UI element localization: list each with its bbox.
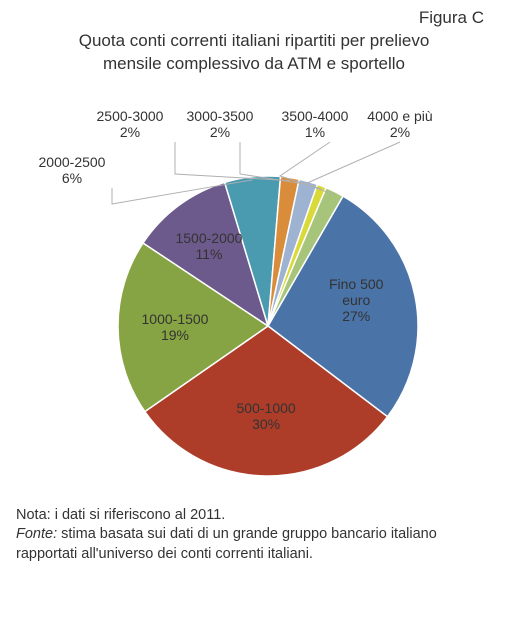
slice-label: 4000 e più2% <box>360 108 440 140</box>
source-text: stima basata sui dati di un grande grupp… <box>16 526 437 562</box>
slice-label: 1000-150019% <box>135 311 215 343</box>
chart-title: Quota conti correnti italiani ripartiti … <box>0 28 508 76</box>
slice-label: 500-100030% <box>226 400 306 432</box>
note-text: i dati si riferiscono al 2011. <box>55 507 226 523</box>
slice-label: 3500-40001% <box>275 108 355 140</box>
chart-title-line2: mensile complessivo da ATM e sportello <box>103 54 405 73</box>
footnote: Nota: i dati si riferiscono al 2011. Fon… <box>0 506 508 565</box>
slice-label: Fino 500euro27% <box>316 276 396 324</box>
pie-chart: Fino 500euro27% 500-100030% 1000-150019% 15… <box>0 76 508 506</box>
slice-label: 1500-200011% <box>169 230 249 262</box>
source-prefix: Fonte: <box>16 526 61 542</box>
slice-label: 2500-30002% <box>90 108 170 140</box>
note-prefix: Nota: <box>16 507 55 523</box>
slice-label: 2000-25006% <box>32 154 112 186</box>
chart-title-line1: Quota conti correnti italiani ripartiti … <box>79 31 430 50</box>
figure-label: Figura C <box>0 0 508 28</box>
slice-label: 3000-35002% <box>180 108 260 140</box>
